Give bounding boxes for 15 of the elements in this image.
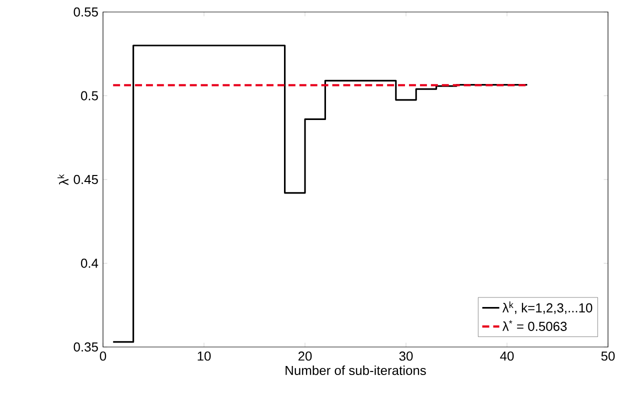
x-tick-label: 0 [100,352,106,361]
y-tick-label: 0.4 [80,258,98,268]
y-tick-label: 0.35 [74,342,98,352]
y-tick-label: 0.45 [74,174,98,184]
x-tick-label: 40 [500,352,514,361]
y-tick-label: 0.55 [74,7,98,17]
x-tick-label: 10 [198,352,211,361]
y-tick-label: 0.5 [80,91,98,100]
y-axis-title: λ$^{k}$ [58,174,68,186]
x-tick-label: 30 [399,352,413,361]
x-tick-label: 20 [298,352,312,361]
x-tick-label: 50 [601,352,615,361]
legend-label: λ$^{k}$, k=1,2,3,...10 [502,301,592,314]
x-axis-title: Number of sub-iterations [286,366,426,376]
legend-label: λ$^{*}$ = 0.5063 [502,320,567,331]
